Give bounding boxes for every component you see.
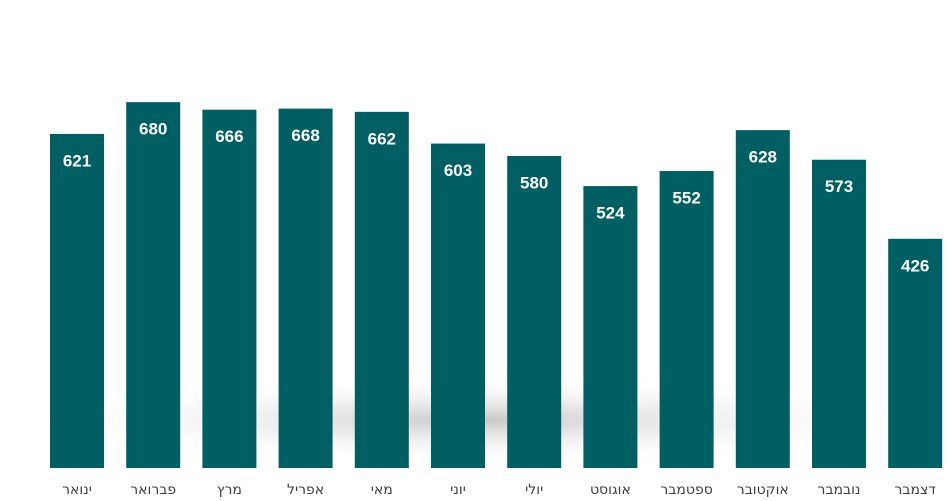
bar [659, 171, 714, 469]
bar [202, 109, 257, 468]
bar [354, 111, 409, 469]
x-tick-label: יוני [450, 482, 466, 498]
value-label: 426 [901, 256, 929, 275]
x-tick-label: אוקטובר [737, 482, 789, 498]
bar [507, 155, 562, 468]
value-label: 580 [520, 173, 548, 192]
value-label: 524 [596, 204, 625, 223]
x-tick-label: מאי [371, 482, 393, 498]
bar [126, 102, 181, 468]
bar [735, 130, 790, 469]
x-tick-label: פברואר [130, 482, 176, 498]
value-label: 662 [368, 129, 396, 148]
value-label: 666 [215, 127, 243, 146]
bar [431, 143, 485, 468]
value-label: 552 [672, 189, 700, 208]
value-label: 680 [139, 120, 167, 139]
bar [278, 108, 333, 468]
value-label: 628 [749, 148, 777, 167]
bar [50, 133, 104, 469]
x-tick-label: דצמבר [894, 482, 936, 498]
bar [583, 186, 638, 468]
bar [812, 159, 866, 468]
x-tick-label: אוגוסט [590, 482, 631, 498]
x-tick-label: ספטמבר [660, 482, 712, 498]
value-label: 603 [444, 161, 472, 180]
bar [888, 238, 943, 468]
value-label: 668 [291, 126, 319, 145]
x-tick-label: יולי [525, 482, 543, 498]
x-tick-label: מרץ [217, 482, 242, 498]
value-label: 621 [63, 151, 91, 170]
value-label: 573 [825, 177, 853, 196]
x-tick-label: אפריל [287, 482, 324, 498]
x-tick-label: נובמבר [817, 482, 860, 498]
x-tick-label: ינואר [62, 482, 92, 498]
